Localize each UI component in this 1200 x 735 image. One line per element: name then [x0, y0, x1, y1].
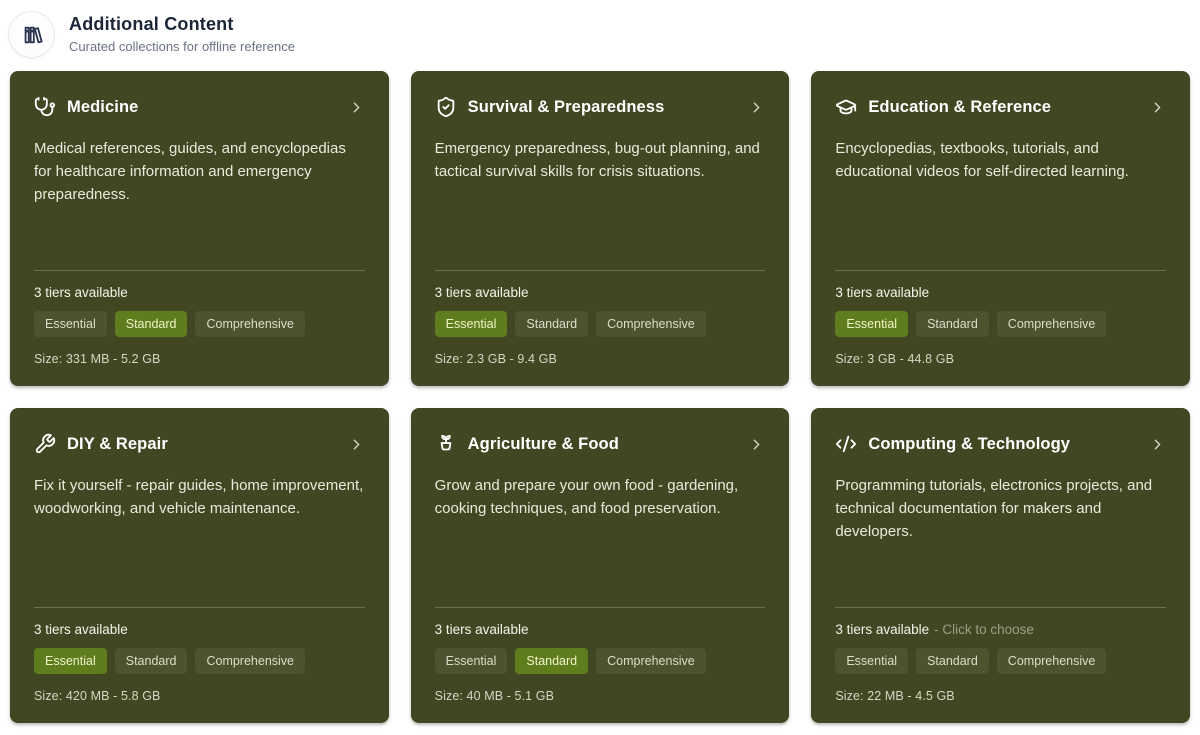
tier-badges: Essential Standard Comprehensive — [434, 310, 766, 337]
shield-check-icon — [435, 96, 457, 118]
card-description: Fix it yourself - repair guides, home im… — [34, 477, 364, 517]
tiers-count-label: 3 tiers available — [835, 284, 930, 300]
tier-click-hint: - Click to choose — [934, 621, 1034, 637]
tier-badges: Essential Standard Comprehensive — [835, 310, 1166, 337]
card-title: DIY & Repair — [67, 434, 168, 453]
tier-badge-essential[interactable]: Essential — [34, 310, 107, 337]
size-label: Size: 22 MB - 4.5 GB — [835, 689, 955, 703]
tiers-count-label: 3 tiers available — [434, 621, 529, 637]
card-header: Agriculture & Food — [435, 433, 766, 455]
tier-badges: Essential Standard Comprehensive — [434, 647, 766, 674]
tier-badge-standard[interactable]: Standard — [916, 310, 989, 337]
stethoscope-icon — [34, 96, 56, 118]
card-header: Medicine — [34, 96, 365, 118]
tiers-availability: 3 tiers available — [435, 622, 766, 637]
tiers-count-label: 3 tiers available — [434, 284, 529, 300]
card-title: Computing & Technology — [868, 434, 1071, 453]
tiers-count-label: 3 tiers available — [835, 621, 930, 637]
chevron-right-icon — [348, 436, 365, 453]
chevron-right-icon — [348, 99, 365, 116]
card-title: Education & Reference — [868, 97, 1052, 116]
size-label: Size: 3 GB - 44.8 GB — [835, 352, 955, 366]
card-header: DIY & Repair — [34, 433, 365, 455]
divider — [835, 269, 1166, 271]
card-description: Medical references, guides, and encyclop… — [34, 140, 346, 203]
card-description: Encyclopedias, textbooks, tutorials, and… — [835, 140, 1129, 180]
tier-badge-comprehensive[interactable]: Comprehensive — [195, 310, 306, 337]
content-card[interactable]: Education & Reference Encyclopedias, tex… — [811, 71, 1190, 386]
divider — [434, 269, 766, 271]
card-description: Programming tutorials, electronics proje… — [835, 477, 1153, 540]
content-card[interactable]: Computing & Technology Programming tutor… — [811, 408, 1190, 723]
size-label: Size: 2.3 GB - 9.4 GB — [434, 352, 557, 366]
chevron-right-icon — [748, 99, 765, 116]
page-header: Additional Content Curated collections f… — [0, 0, 1200, 71]
card-title: Agriculture & Food — [467, 434, 619, 453]
divider — [835, 606, 1166, 608]
tiers-availability: 3 tiers available — [34, 622, 365, 637]
tier-badge-standard[interactable]: Standard — [114, 647, 188, 674]
sprout-icon — [435, 433, 457, 455]
card-description: Grow and prepare your own food - gardeni… — [434, 477, 739, 517]
tier-badges: Essential Standard Comprehensive — [835, 647, 1166, 674]
page-subtitle: Curated collections for offline referenc… — [69, 39, 295, 54]
divider — [34, 606, 365, 608]
card-description: Emergency preparedness, bug-out planning… — [434, 140, 760, 180]
card-title: Medicine — [67, 97, 139, 116]
tier-badge-essential[interactable]: Essential — [34, 647, 107, 674]
chevron-right-icon — [1149, 436, 1166, 453]
size-label: Size: 420 MB - 5.8 GB — [34, 689, 161, 703]
card-header: Education & Reference — [835, 96, 1166, 118]
tier-badge-essential[interactable]: Essential — [434, 647, 508, 674]
tier-badge-comprehensive[interactable]: Comprehensive — [596, 310, 706, 337]
content-card[interactable]: DIY & Repair Fix it yourself - repair gu… — [10, 408, 389, 723]
code-icon — [835, 433, 857, 455]
card-header: Survival & Preparedness — [435, 96, 766, 118]
tier-badge-standard[interactable]: Standard — [515, 647, 589, 674]
tier-badges: Essential Standard Comprehensive — [34, 310, 365, 337]
tiers-count-label: 3 tiers available — [34, 284, 128, 300]
tiers-availability: 3 tiers available — [34, 285, 365, 300]
size-label: Size: 40 MB - 5.1 GB — [434, 689, 555, 703]
tier-badge-comprehensive[interactable]: Comprehensive — [195, 647, 306, 674]
tiers-count-label: 3 tiers available — [34, 621, 128, 637]
page-title: Additional Content — [69, 14, 234, 34]
tier-badge-essential[interactable]: Essential — [835, 647, 909, 674]
tier-badge-standard[interactable]: Standard — [114, 310, 188, 337]
wrench-icon — [34, 433, 56, 455]
chevron-right-icon — [1149, 99, 1166, 116]
card-title: Survival & Preparedness — [467, 97, 665, 116]
divider — [434, 606, 766, 608]
content-card[interactable]: Agriculture & Food Grow and prepare your… — [410, 408, 790, 723]
tier-badge-essential[interactable]: Essential — [835, 310, 909, 337]
tiers-availability: 3 tiers available - Click to choose — [835, 622, 1166, 637]
tier-badge-comprehensive[interactable]: Comprehensive — [996, 310, 1107, 337]
card-header: Computing & Technology — [835, 433, 1166, 455]
content-cards-grid: Medicine Medical references, guides, and… — [0, 71, 1200, 723]
header-text: Additional Content Curated collections f… — [69, 11, 295, 54]
tiers-availability: 3 tiers available — [835, 285, 1166, 300]
content-card[interactable]: Medicine Medical references, guides, and… — [10, 71, 389, 386]
size-label: Size: 331 MB - 5.2 GB — [34, 352, 161, 366]
tier-badges: Essential Standard Comprehensive — [34, 647, 365, 674]
tiers-availability: 3 tiers available — [435, 285, 766, 300]
tier-badge-comprehensive[interactable]: Comprehensive — [596, 647, 706, 674]
tier-badge-standard[interactable]: Standard — [916, 647, 989, 674]
tier-badge-comprehensive[interactable]: Comprehensive — [996, 647, 1107, 674]
tier-badge-essential[interactable]: Essential — [434, 310, 508, 337]
library-icon — [8, 11, 55, 58]
tier-badge-standard[interactable]: Standard — [515, 310, 589, 337]
chevron-right-icon — [748, 436, 765, 453]
graduation-cap-icon — [835, 96, 857, 118]
content-card[interactable]: Survival & Preparedness Emergency prepar… — [410, 71, 790, 386]
divider — [34, 269, 365, 271]
